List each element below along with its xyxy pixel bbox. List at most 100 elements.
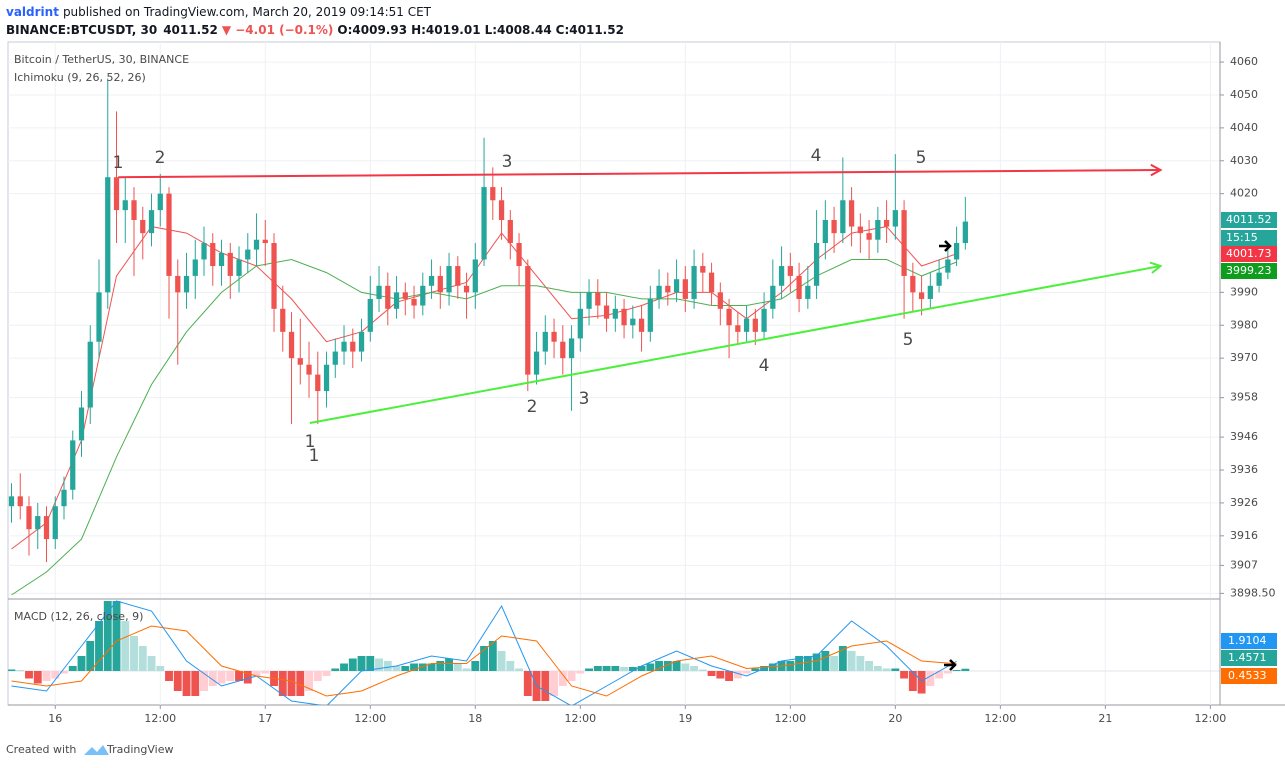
x-tick-label: 20	[888, 712, 902, 725]
histogram-bar	[348, 658, 357, 671]
candle-body	[446, 266, 452, 293]
histogram-bar	[60, 671, 68, 674]
candle-body	[113, 177, 120, 211]
candle-body	[498, 200, 505, 220]
candle-body	[700, 266, 706, 273]
histogram-bar	[401, 666, 410, 671]
histogram-bar	[261, 671, 270, 674]
candle-body	[122, 200, 128, 211]
histogram-bar	[698, 669, 707, 671]
histogram-bar	[838, 646, 847, 671]
line-value-tag: 4001.73	[1226, 247, 1272, 260]
macd-tag: 0.4533	[1228, 669, 1267, 682]
histogram-bar	[130, 636, 138, 671]
histogram-bar	[357, 656, 366, 671]
histogram-bar	[917, 671, 926, 694]
histogram-bar	[751, 668, 760, 671]
candle-body	[192, 259, 198, 276]
candle-body	[393, 292, 400, 309]
candle-body	[857, 226, 863, 234]
line-value-tag: 3999.23	[1226, 264, 1272, 277]
histogram-bar	[51, 671, 60, 679]
candle-body	[463, 285, 470, 293]
candle-body	[280, 308, 286, 332]
candle-body	[17, 496, 23, 507]
candle-body	[638, 318, 645, 332]
candle-body	[166, 193, 172, 276]
histogram-bar	[287, 671, 296, 696]
candle-body	[8, 496, 15, 507]
histogram-bar	[593, 666, 602, 671]
histogram-bar	[655, 661, 664, 671]
annotation: 3	[502, 152, 513, 172]
candle-body	[551, 331, 557, 342]
x-tick-label: 12:00	[1195, 712, 1227, 725]
y-tick-label: 4050	[1230, 88, 1258, 101]
candle-body	[726, 308, 732, 326]
histogram-bar	[445, 658, 453, 671]
histogram-bar	[173, 671, 182, 691]
histogram-bar	[523, 671, 532, 696]
histogram-bar	[182, 671, 191, 696]
candle-body	[323, 364, 330, 392]
macd-tag-bg	[1221, 633, 1277, 649]
candle-body	[315, 374, 321, 392]
histogram-bar	[506, 661, 515, 671]
candle-body	[341, 341, 347, 352]
candle-body	[245, 249, 251, 260]
histogram-bar	[138, 646, 147, 671]
histogram-bar	[68, 666, 77, 671]
histogram-bar	[8, 669, 16, 671]
footer-text: Created with	[6, 743, 76, 756]
histogram-bar	[663, 661, 672, 671]
published: published on TradingView.com, March 20, …	[63, 5, 432, 19]
open: O:4009.93	[337, 23, 407, 37]
histogram-bar	[558, 671, 567, 686]
candle-body	[201, 243, 207, 260]
histogram-bar	[392, 666, 401, 671]
histogram-bar	[908, 671, 917, 691]
x-tick-label: 17	[258, 712, 272, 725]
candle-body	[402, 292, 408, 299]
histogram-bar	[803, 656, 812, 671]
histogram-bar	[156, 666, 165, 671]
candle-body	[148, 210, 155, 234]
author: valdrint	[6, 5, 59, 19]
histogram-bar	[576, 671, 585, 674]
histogram-bar	[637, 666, 646, 671]
y-tick-label: 4060	[1230, 55, 1258, 68]
x-tick-label: 21	[1098, 712, 1112, 725]
trend-line	[118, 168, 1161, 179]
histogram-bar	[410, 663, 418, 671]
annotation: 3	[579, 389, 590, 409]
candle-body	[901, 210, 907, 276]
candle-body	[297, 358, 303, 365]
histogram-bar	[602, 666, 611, 671]
change: ▼ −4.01 (−0.1%)	[222, 23, 334, 37]
candle-body	[735, 325, 741, 332]
last-price-tag: 4011.52	[1226, 213, 1272, 226]
y-tick-label: 3936	[1230, 463, 1258, 476]
footer-brand[interactable]: TradingView	[106, 743, 173, 756]
candle-body	[568, 338, 575, 359]
candle-body	[78, 407, 85, 441]
annotation: 5	[903, 330, 914, 350]
histogram-bar	[453, 663, 462, 671]
histogram-bar	[427, 663, 436, 671]
candle-body	[945, 259, 951, 273]
candle-body	[70, 440, 76, 490]
histogram-bar	[103, 601, 112, 671]
candle-body	[175, 275, 181, 293]
candle-body	[61, 489, 67, 507]
histogram-bar	[191, 671, 200, 696]
logo	[84, 745, 109, 755]
y-tick-label: 4020	[1230, 187, 1258, 200]
candle-body	[253, 239, 260, 250]
candle-body	[586, 292, 592, 309]
candle-body	[752, 318, 758, 332]
candle-body	[665, 285, 671, 293]
histogram-bar	[926, 671, 935, 686]
histogram-bar	[77, 656, 86, 671]
histogram-bar	[943, 671, 952, 674]
